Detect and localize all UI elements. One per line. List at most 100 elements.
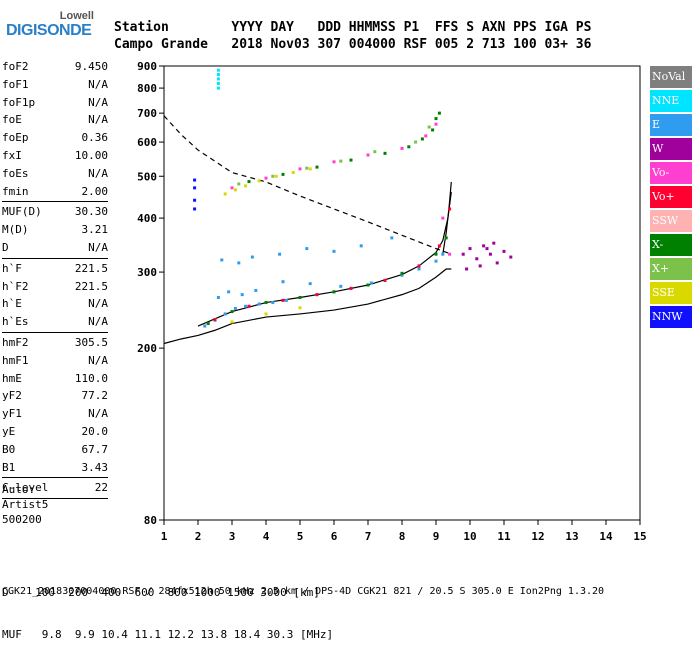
echo-point-sse [298, 306, 302, 310]
param-name: yF2 [2, 389, 22, 403]
param-separator [2, 331, 108, 333]
param-value: N/A [88, 315, 108, 329]
echo-point-vo- [441, 216, 445, 220]
param-row: hmF2 305.5 [2, 334, 108, 352]
y-tick-label: 200 [137, 342, 157, 355]
param-name: hmF2 [2, 335, 29, 349]
param-name: h`Es [2, 315, 29, 329]
echo-point-x+ [427, 125, 431, 129]
echo-point-e [441, 252, 445, 256]
echo-point-w [485, 247, 489, 251]
y-tick-label: 80 [144, 514, 157, 527]
param-value: 10.00 [74, 148, 108, 162]
param-row: fxI 10.00 [2, 147, 108, 165]
echo-point-vo- [400, 146, 404, 150]
param-name: MUF(D) [2, 205, 42, 219]
echo-point-w [475, 257, 479, 261]
echo-point-nnw [193, 178, 197, 182]
echo-point-vo+ [349, 286, 353, 290]
param-separator [2, 201, 108, 203]
param-value: N/A [88, 95, 108, 109]
logo-lowell-text: Lowell [59, 10, 94, 22]
echo-point-sse [257, 179, 261, 183]
param-row: C-level 22 [2, 479, 108, 497]
param-name: M(D) [2, 223, 29, 237]
legend-item: W [650, 138, 692, 160]
legend-item: NNW [650, 306, 692, 328]
digisonde-logo: Lowell DIGISONDE [6, 6, 102, 46]
echo-point-e [227, 290, 231, 294]
legend-item: E [650, 114, 692, 136]
param-row: foF2 9.450 [2, 58, 108, 76]
x-tick-label: 3 [229, 530, 236, 543]
echo-point-e [369, 281, 373, 285]
station-header: Station YYYY DAY DDD HHMMSS P1 FFS S AXN… [114, 20, 694, 54]
param-separator [2, 257, 108, 259]
echo-point-e [233, 307, 237, 311]
echo-point-e [308, 282, 312, 286]
echo-point-w [461, 252, 465, 256]
echo-point-x+ [414, 140, 418, 144]
parameter-panel: foF2 9.450 foF1 N/A foF1p N/A foE N/A foEp 0.36 fx… [2, 58, 108, 500]
param-value: N/A [88, 353, 108, 367]
param-value: N/A [88, 297, 108, 311]
param-value: 67.7 [81, 442, 109, 456]
param-name: foE [2, 113, 22, 127]
param-name: h`F [2, 261, 22, 275]
echo-point-e [244, 304, 248, 308]
param-row: fmin 2.00 [2, 183, 108, 201]
param-row: foF1p N/A [2, 94, 108, 112]
legend: NoVal NNE E W Vo- Vo+ SSW X- X+ SSE NNW [650, 66, 692, 330]
echo-point-w [495, 261, 499, 265]
echo-point-x- [437, 111, 441, 115]
echo-point-w [465, 267, 469, 271]
param-value: 3.43 [81, 460, 109, 474]
param-row: MUF(D) 30.30 [2, 203, 108, 221]
echo-point-e [254, 288, 258, 292]
x-tick-label: 5 [297, 530, 304, 543]
echo-point-x- [383, 151, 387, 155]
echo-point-vo+ [281, 298, 285, 302]
x-tick-label: 2 [195, 530, 202, 543]
echo-point-e [359, 244, 363, 248]
echo-point-sse [223, 192, 227, 196]
echo-point-vo- [264, 176, 268, 180]
param-row: foEs N/A [2, 165, 108, 183]
param-row: hmF1 N/A [2, 352, 108, 370]
echo-point-sse [291, 171, 295, 175]
echo-point-x+ [237, 182, 241, 186]
param-row: B1 3.43 [2, 459, 108, 477]
muf-distance-row: D 100 200 400 600 800 1000 1500 3000 [km… [2, 586, 320, 599]
param-value: 9.450 [74, 60, 108, 73]
echo-point-vo+ [247, 304, 251, 308]
param-name: hmE [2, 371, 22, 385]
x-tick-label: 1 [161, 530, 168, 543]
legend-item: X- [650, 234, 692, 256]
echo-point-vo- [366, 153, 370, 157]
param-name: yF1 [2, 407, 22, 421]
param-name: hmF1 [2, 353, 29, 367]
echo-point-nnw [193, 186, 197, 190]
echo-point-e [271, 301, 275, 305]
echo-point-x- [315, 165, 319, 169]
x-tick-label: 8 [399, 530, 406, 543]
y-tick-label: 400 [137, 212, 157, 225]
plot-frame [163, 65, 641, 521]
autoscaling-info: Auto: Artist5 500200 [2, 482, 48, 527]
echo-point-x+ [339, 159, 343, 163]
echo-point-x+ [373, 150, 377, 154]
echo-point-x- [366, 283, 370, 287]
echo-point-w [478, 264, 482, 268]
param-row: yE 20.0 [2, 423, 108, 441]
x-tick-label: 4 [263, 530, 270, 543]
echo-point-nnw [193, 198, 197, 202]
echo-point-vo- [448, 252, 452, 256]
param-value: N/A [88, 166, 108, 180]
param-value: N/A [88, 113, 108, 127]
param-value: 77.2 [81, 389, 109, 403]
echo-point-e [203, 324, 207, 328]
param-row: D N/A [2, 239, 108, 257]
legend-item: Vo- [650, 162, 692, 184]
y-tick-label: 900 [137, 60, 157, 73]
x-tick-label: 13 [565, 530, 578, 543]
